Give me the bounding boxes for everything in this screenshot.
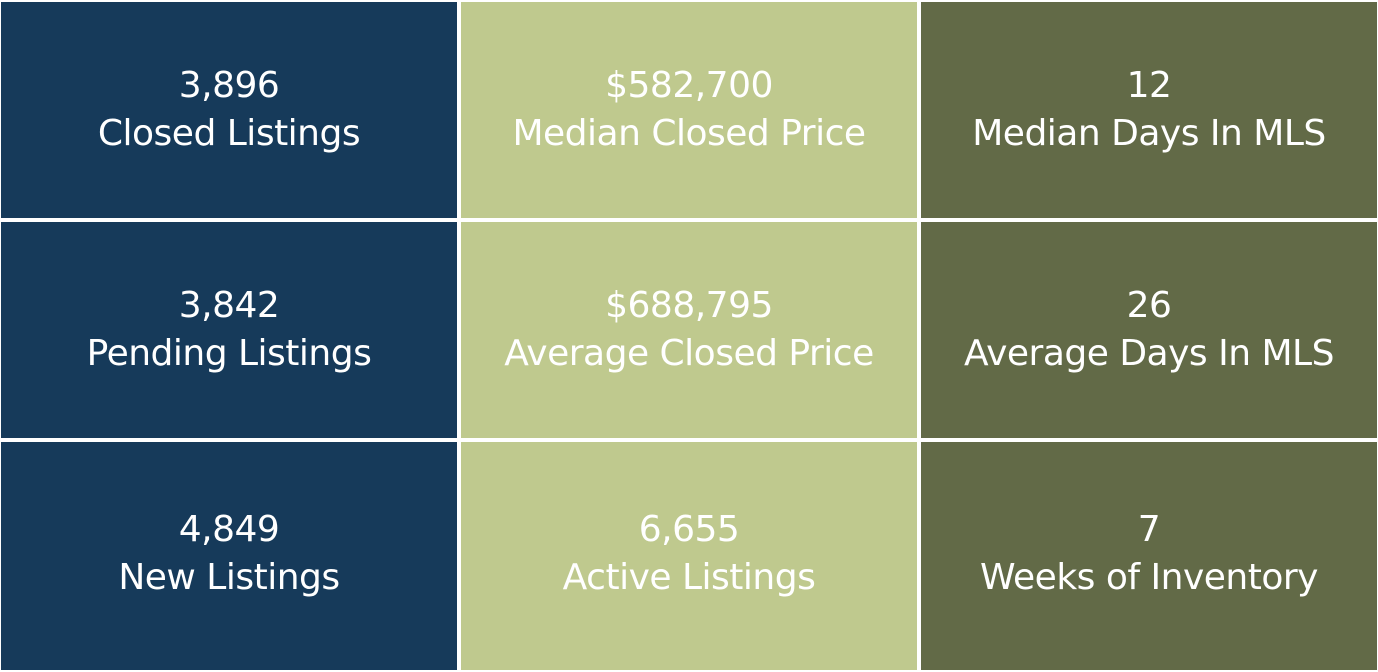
metric-tile-median-closed-price: $582,700 Median Closed Price bbox=[461, 2, 917, 218]
metric-label: Active Listings bbox=[562, 557, 816, 598]
metric-tile-closed-listings: 3,896 Closed Listings bbox=[1, 2, 457, 218]
metric-value: 4,849 bbox=[178, 509, 280, 550]
metric-value: 7 bbox=[1137, 509, 1161, 550]
metric-label: Average Closed Price bbox=[504, 333, 874, 374]
metric-tile-new-listings: 4,849 New Listings bbox=[1, 442, 457, 670]
metric-tile-pending-listings: 3,842 Pending Listings bbox=[1, 222, 457, 438]
metric-label: Pending Listings bbox=[86, 333, 372, 374]
metric-value: $582,700 bbox=[605, 65, 773, 106]
metric-label: New Listings bbox=[118, 557, 340, 598]
metric-tile-weeks-of-inventory: 7 Weeks of Inventory bbox=[921, 442, 1377, 670]
metric-label: Weeks of Inventory bbox=[980, 557, 1318, 598]
metric-label: Average Days In MLS bbox=[964, 333, 1334, 374]
metric-label: Closed Listings bbox=[97, 113, 361, 154]
metric-value: 3,896 bbox=[178, 65, 280, 106]
metric-tile-average-days-in-mls: 26 Average Days In MLS bbox=[921, 222, 1377, 438]
metric-label: Median Closed Price bbox=[512, 113, 866, 154]
metric-tile-average-closed-price: $688,795 Average Closed Price bbox=[461, 222, 917, 438]
metric-value: 12 bbox=[1126, 65, 1172, 106]
metric-tile-active-listings: 6,655 Active Listings bbox=[461, 442, 917, 670]
metric-value: 3,842 bbox=[178, 285, 280, 326]
metric-label: Median Days In MLS bbox=[972, 113, 1326, 154]
metric-value: $688,795 bbox=[605, 285, 773, 326]
metric-value: 26 bbox=[1126, 285, 1172, 326]
metric-tile-median-days-in-mls: 12 Median Days In MLS bbox=[921, 2, 1377, 218]
metric-value: 6,655 bbox=[638, 509, 740, 550]
